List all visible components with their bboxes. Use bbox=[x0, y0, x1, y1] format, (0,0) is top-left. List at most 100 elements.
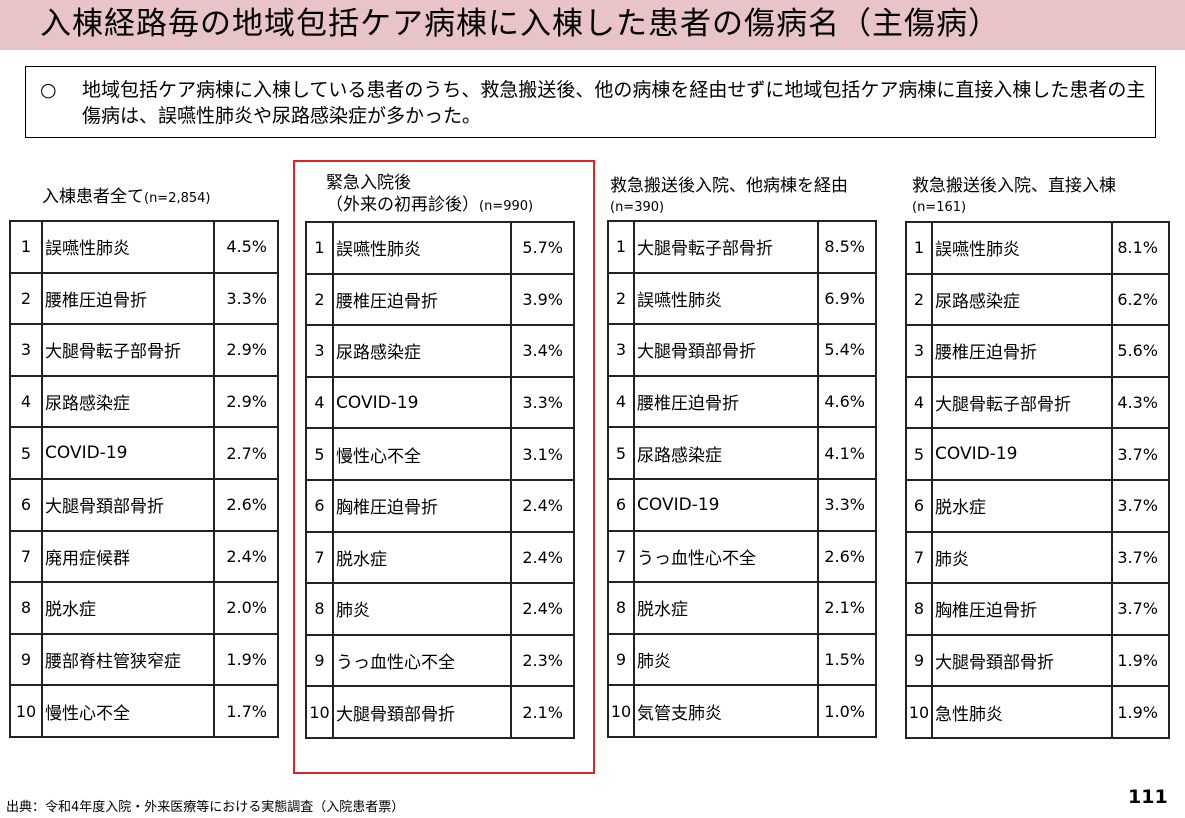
rank-cell: 4 bbox=[905, 375, 933, 430]
diagnosis-cell: 大腿骨転子部骨折 bbox=[931, 375, 1113, 430]
rank-cell: 9 bbox=[9, 632, 43, 687]
diagnosis-cell: COVID-19 bbox=[41, 426, 215, 480]
rank-cell: 10 bbox=[305, 685, 334, 739]
rank-cell: 6 bbox=[9, 477, 43, 532]
diagnosis-cell: 腰椎圧迫骨折 bbox=[931, 324, 1113, 378]
percent-cell: 5.7% bbox=[510, 221, 575, 275]
page-title: 入棟経路毎の地域包括ケア病棟に入棟した患者の傷病名（主傷病） bbox=[40, 6, 1000, 42]
ranking-table-via-other-ward: 1 大腿骨転子部骨折 8.5% 2 誤嚥性肺炎 6.9% 3 大腿骨頚部骨折 5.4% 4 腰椎圧迫… bbox=[607, 220, 877, 738]
percent-cell: 4.5% bbox=[213, 220, 279, 274]
percent-cell: 3.3% bbox=[817, 477, 877, 532]
rank-cell: 1 bbox=[607, 220, 635, 274]
diagnosis-cell: 脱水症 bbox=[332, 530, 512, 585]
rank-cell: 4 bbox=[607, 374, 635, 429]
percent-cell: 3.7% bbox=[1111, 478, 1170, 533]
table-row: 3 大腿骨頚部骨折 5.4% bbox=[607, 323, 877, 377]
diagnosis-cell: 尿路感染症 bbox=[41, 374, 215, 429]
page-number: 111 bbox=[1128, 786, 1168, 808]
percent-cell: 1.5% bbox=[817, 632, 877, 687]
diagnosis-cell: 腰椎圧迫骨折 bbox=[332, 272, 512, 327]
table-row: 3 腰椎圧迫骨折 5.6% bbox=[905, 324, 1170, 378]
diagnosis-cell: 急性肺炎 bbox=[931, 685, 1113, 739]
table-row: 10 大腿骨頚部骨折 2.1% bbox=[305, 685, 575, 739]
rank-cell: 2 bbox=[905, 272, 933, 327]
percent-cell: 8.1% bbox=[1111, 221, 1170, 275]
percent-cell: 2.4% bbox=[510, 530, 575, 585]
rank-cell: 3 bbox=[905, 324, 933, 378]
percent-cell: 8.5% bbox=[817, 220, 877, 274]
table-row: 10 気管支肺炎 1.0% bbox=[607, 684, 877, 738]
rank-cell: 9 bbox=[607, 632, 635, 687]
percent-cell: 2.4% bbox=[510, 582, 575, 636]
diagnosis-cell: 気管支肺炎 bbox=[633, 684, 819, 738]
percent-cell: 3.3% bbox=[510, 375, 575, 430]
source-note: 出典：令和4年度入院・外来医療等における実態調査（入院患者票） bbox=[6, 800, 405, 815]
summary-box: ○ 地域包括ケア病棟に入棟している患者のうち、救急搬送後、他の病棟を経由せずに地… bbox=[25, 66, 1156, 138]
diagnosis-cell: 尿路感染症 bbox=[332, 324, 512, 378]
percent-cell: 2.9% bbox=[213, 323, 279, 377]
diagnosis-cell: 肺炎 bbox=[633, 632, 819, 687]
percent-cell: 4.6% bbox=[817, 374, 877, 429]
diagnosis-cell: COVID-19 bbox=[931, 427, 1113, 481]
diagnosis-cell: 脱水症 bbox=[41, 581, 215, 635]
percent-cell: 4.3% bbox=[1111, 375, 1170, 430]
rank-cell: 5 bbox=[305, 427, 334, 481]
table-row: 9 大腿骨頚部骨折 1.9% bbox=[905, 633, 1170, 688]
rank-cell: 9 bbox=[905, 633, 933, 688]
table-row: 8 脱水症 2.0% bbox=[9, 581, 279, 635]
summary-bullet: ○ bbox=[40, 79, 57, 101]
rank-cell: 8 bbox=[905, 582, 933, 636]
percent-cell: 5.4% bbox=[817, 323, 877, 377]
table-row: 2 尿路感染症 6.2% bbox=[905, 272, 1170, 327]
table-row: 4 大腿骨転子部骨折 4.3% bbox=[905, 375, 1170, 430]
percent-cell: 2.6% bbox=[817, 529, 877, 584]
diagnosis-cell: 脱水症 bbox=[633, 581, 819, 635]
table-row: 9 腰部脊柱管狭窄症 1.9% bbox=[9, 632, 279, 687]
ranking-table-emergency: 1 誤嚥性肺炎 5.7% 2 腰椎圧迫骨折 3.9% 3 尿路感染症 3.4% 4 COVID-19… bbox=[305, 221, 575, 739]
rank-cell: 2 bbox=[9, 271, 43, 326]
diagnosis-cell: 大腿骨頚部骨折 bbox=[931, 633, 1113, 688]
diagnosis-cell: 誤嚥性肺炎 bbox=[633, 271, 819, 326]
table-row: 2 誤嚥性肺炎 6.9% bbox=[607, 271, 877, 326]
rank-cell: 8 bbox=[9, 581, 43, 635]
table-row: 6 胸椎圧迫骨折 2.4% bbox=[305, 478, 575, 533]
rank-cell: 10 bbox=[905, 685, 933, 739]
percent-cell: 3.4% bbox=[510, 324, 575, 378]
column-header-n: (n=161) bbox=[912, 200, 967, 215]
rank-cell: 10 bbox=[9, 684, 43, 738]
highlight-frame bbox=[293, 160, 595, 774]
column-header-n: (n=2,854) bbox=[144, 191, 211, 206]
percent-cell: 4.1% bbox=[817, 426, 877, 480]
percent-cell: 3.3% bbox=[213, 271, 279, 326]
title-bar: 入棟経路毎の地域包括ケア病棟に入棟した患者の傷病名（主傷病） bbox=[0, 0, 1185, 50]
percent-cell: 2.3% bbox=[510, 633, 575, 688]
table-row: 8 肺炎 2.4% bbox=[305, 582, 575, 636]
rank-cell: 8 bbox=[607, 581, 635, 635]
table-row: 8 胸椎圧迫骨折 3.7% bbox=[905, 582, 1170, 636]
percent-cell: 2.6% bbox=[213, 477, 279, 532]
rank-cell: 5 bbox=[9, 426, 43, 480]
rank-cell: 3 bbox=[607, 323, 635, 377]
diagnosis-cell: 腰椎圧迫骨折 bbox=[633, 374, 819, 429]
column-header-via-other-ward: 救急搬送後入院、他病棟を経由 (n=390) bbox=[610, 175, 848, 219]
table-row: 4 腰椎圧迫骨折 4.6% bbox=[607, 374, 877, 429]
table-row: 6 脱水症 3.7% bbox=[905, 478, 1170, 533]
column-header-label: 救急搬送後入院、直接入棟 bbox=[912, 176, 1116, 196]
column-header-emergency: 緊急入院後 （外来の初再診後）(n=990) bbox=[326, 172, 533, 218]
rank-cell: 8 bbox=[305, 582, 334, 636]
diagnosis-cell: 腰部脊柱管狭窄症 bbox=[41, 632, 215, 687]
diagnosis-cell: 尿路感染症 bbox=[633, 426, 819, 480]
column-header-sublabel: （外来の初再診後） bbox=[326, 195, 479, 215]
rank-cell: 10 bbox=[607, 684, 635, 738]
table-row: 4 COVID-19 3.3% bbox=[305, 375, 575, 430]
rank-cell: 1 bbox=[905, 221, 933, 275]
percent-cell: 1.9% bbox=[1111, 633, 1170, 688]
percent-cell: 2.4% bbox=[213, 529, 279, 584]
rank-cell: 7 bbox=[9, 529, 43, 584]
percent-cell: 1.7% bbox=[213, 684, 279, 738]
rank-cell: 1 bbox=[9, 220, 43, 274]
diagnosis-cell: 大腿骨頚部骨折 bbox=[633, 323, 819, 377]
percent-cell: 2.9% bbox=[213, 374, 279, 429]
rank-cell: 7 bbox=[905, 530, 933, 585]
ranking-table-all: 1 誤嚥性肺炎 4.5% 2 腰椎圧迫骨折 3.3% 3 大腿骨転子部骨折 2.9% 4 尿路感染症… bbox=[9, 220, 279, 738]
